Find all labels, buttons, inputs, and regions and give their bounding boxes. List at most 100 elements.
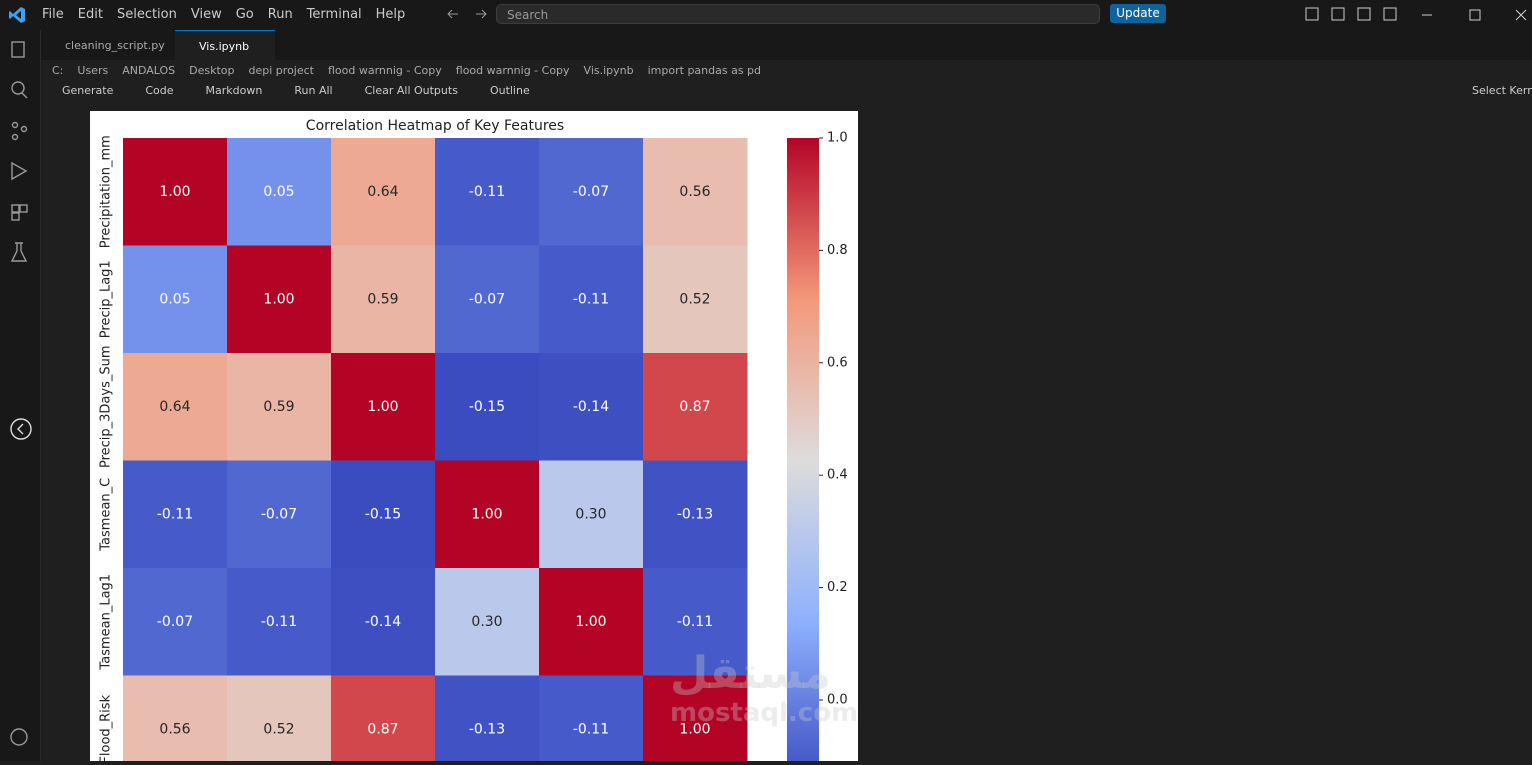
breadcrumb[interactable]: C:: [52, 64, 64, 77]
toolbar-button[interactable]: Outline: [489, 84, 530, 97]
colorbar: [787, 138, 819, 761]
breadcrumb[interactable]: Vis.ipynb: [583, 64, 634, 77]
cell-label: 0.56: [159, 721, 190, 737]
menu-item[interactable]: File: [42, 7, 64, 22]
toolbar-button[interactable]: Code: [145, 84, 174, 97]
heatmap-cell: [643, 460, 748, 569]
editor-tab[interactable]: cleaning_script.py: [65, 39, 165, 52]
heatmap-cell: [435, 138, 540, 246]
update-button[interactable]: Update: [1110, 4, 1166, 23]
vscode-logo: [9, 7, 25, 23]
cell-label: 0.52: [263, 721, 294, 737]
menu-item[interactable]: Help: [375, 7, 406, 22]
heatmap-cell: [435, 353, 540, 461]
notebook-toolbar: Generate Code Markdown Run All Clear All Out…: [48, 84, 548, 97]
cell-label: 0.56: [679, 184, 710, 200]
breadcrumb[interactable]: ANDALOS: [122, 64, 176, 77]
cell-label: 0.87: [367, 721, 398, 737]
cell-label: 0.87: [679, 399, 710, 415]
cell-label: 1.00: [159, 184, 190, 200]
heatmap-cell: [435, 568, 540, 676]
cell-label: 1.00: [575, 614, 606, 630]
heatmap-cell: [227, 568, 332, 676]
toolbar-button[interactable]: Generate: [62, 84, 114, 97]
cell-label: -0.15: [365, 506, 401, 522]
activity-icons[interactable]: [0, 30, 40, 761]
cell-label: 1.00: [471, 506, 502, 522]
toolbar-button[interactable]: Markdown: [205, 84, 263, 97]
heatmap-cell: [123, 568, 228, 676]
cell-label: -0.15: [469, 399, 505, 415]
breadcrumb[interactable]: Desktop: [189, 64, 235, 77]
toolbar-button[interactable]: Run All: [294, 84, 333, 97]
heatmap-cell: [539, 353, 644, 461]
window-controls[interactable]: [1300, 6, 1532, 24]
heatmap-cell: [435, 245, 540, 354]
menu-item[interactable]: Run: [267, 7, 293, 22]
cell-label: 0.05: [159, 291, 190, 307]
cell-label: -0.07: [469, 291, 505, 307]
heatmap-cell: [331, 460, 436, 569]
menu-item[interactable]: View: [190, 7, 222, 22]
heatmap-cell: [331, 138, 436, 246]
cell-label: -0.07: [157, 614, 193, 630]
breadcrumb[interactable]: Users: [77, 64, 109, 77]
heatmap-cell: [539, 568, 644, 676]
heatmap-cell: [539, 245, 644, 354]
cell-label: 0.64: [367, 184, 398, 200]
search-box[interactable]: Search: [496, 4, 1100, 24]
y-tick-label: Precip_3Days_Sum: [99, 345, 114, 468]
breadcrumbs: C: Users ANDALOS Desktop depi project flood w…: [52, 64, 761, 77]
heatmap-cell: [123, 460, 228, 569]
cell-label: -0.11: [573, 291, 609, 307]
colorbar-tick-label: 0.8: [827, 243, 848, 258]
heatmap-cell: [539, 138, 644, 246]
heatmap-cell: [643, 138, 748, 246]
heatmap-cell: [331, 245, 436, 354]
toolbar-button[interactable]: Clear All Outputs: [364, 84, 458, 97]
heatmap-cell: [643, 675, 748, 761]
cell-label: -0.11: [677, 614, 713, 630]
cell-label: -0.11: [469, 184, 505, 200]
colorbar-tick-label: 0.6: [827, 355, 848, 370]
colorbar-tick-label: 0.0: [827, 693, 848, 708]
heatmap-cell: [227, 138, 332, 246]
heatmap-cell: [539, 675, 644, 761]
menu-item[interactable]: Terminal: [306, 7, 362, 22]
heatmap-cell: [331, 353, 436, 461]
heatmap-chart: Correlation Heatmap of Key Features Prec…: [90, 111, 858, 761]
cell-label: -0.14: [573, 399, 609, 415]
kernel-picker[interactable]: Select Kernel: [1472, 84, 1532, 97]
heatmap-cell: [331, 568, 436, 676]
cell-label: 0.59: [367, 291, 398, 307]
cell-label: 0.30: [471, 614, 502, 630]
menu-item[interactable]: Go: [235, 7, 254, 22]
cell-label: 1.00: [263, 291, 294, 307]
cell-label: -0.11: [157, 506, 193, 522]
breadcrumb[interactable]: import pandas as pd: [647, 64, 762, 77]
breadcrumb[interactable]: flood warnnig - Copy: [455, 64, 570, 77]
heatmap-cell: [123, 675, 228, 761]
y-tick-label: Tasmean_Lag1: [99, 574, 114, 671]
breadcrumb[interactable]: flood warnnig - Copy: [327, 64, 442, 77]
breadcrumb[interactable]: depi project: [248, 64, 314, 77]
heatmap-cell: [123, 138, 228, 246]
activity-bar: [0, 30, 41, 761]
cell-label: 0.30: [575, 506, 606, 522]
heatmap-cell: [643, 245, 748, 354]
y-tick-label: Precip_Lag1: [99, 260, 114, 338]
heatmap-cell: [227, 353, 332, 461]
menu-item[interactable]: Selection: [116, 7, 177, 22]
cell-label: -0.13: [677, 506, 713, 522]
title-bar: File Edit Selection View Go Run Terminal Help S…: [0, 0, 1532, 30]
tab-bar: cleaning_script.py Vis.ipynb: [41, 30, 1532, 60]
cell-label: 1.00: [679, 721, 710, 737]
editor-tab[interactable]: Vis.ipynb: [175, 30, 275, 60]
colorbar-tick-label: 0.4: [827, 468, 848, 483]
menu-item[interactable]: Edit: [77, 7, 103, 22]
cell-label: -0.11: [573, 721, 609, 737]
cell-label: 0.59: [263, 399, 294, 415]
cell-label: -0.07: [573, 184, 609, 200]
nav-arrows[interactable]: [446, 6, 490, 22]
